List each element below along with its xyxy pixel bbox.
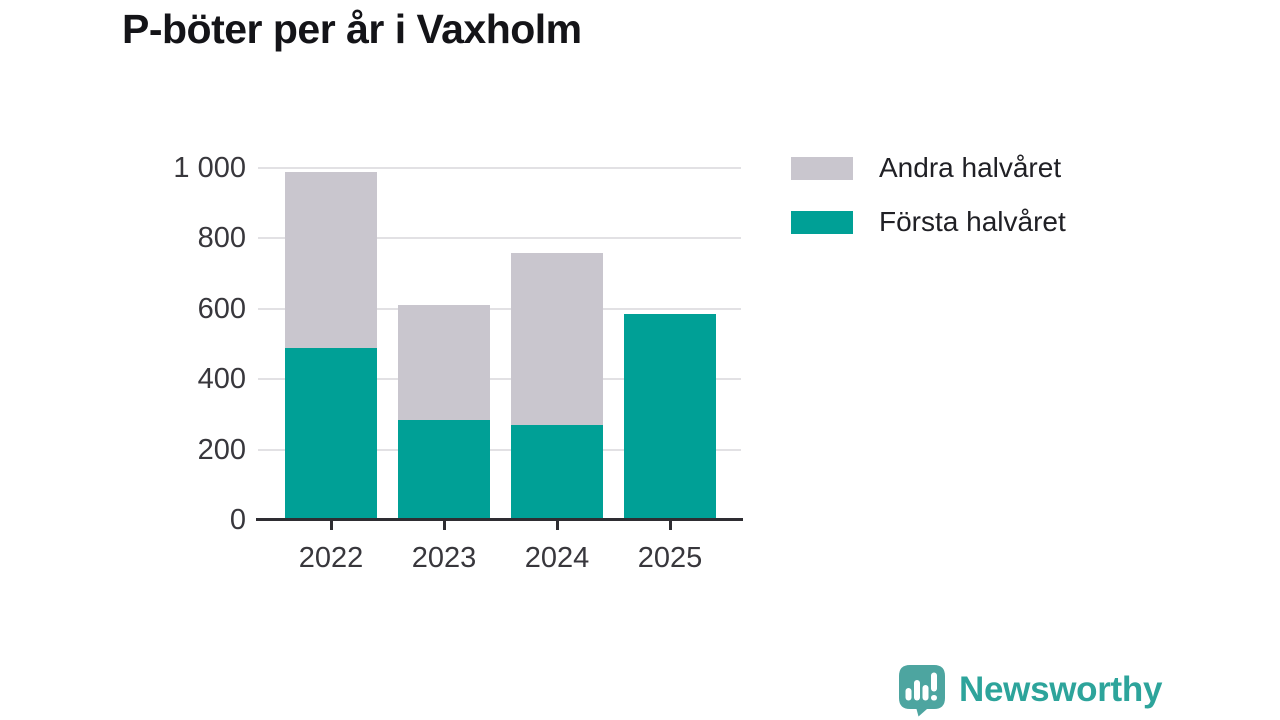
bar-2025-f-rsta-halv-ret <box>624 314 716 520</box>
bar-2024-andra-halv-ret <box>511 252 603 425</box>
newsworthy-logo-icon <box>899 665 945 717</box>
x-axis-line <box>256 518 743 521</box>
legend-item-forsta-halvaret: Första halvåret <box>791 206 1066 238</box>
legend-label-forsta-halvaret: Första halvåret <box>879 206 1066 237</box>
newsworthy-wordmark: Newsworthy <box>959 670 1163 709</box>
bar-2022-andra-halv-ret <box>285 171 377 348</box>
y-tick-label-1000: 1 000 <box>173 152 246 184</box>
y-tick-label-800: 800 <box>197 222 246 255</box>
y-tick-label-0: 0 <box>229 504 246 536</box>
x-tick-2022 <box>329 521 333 530</box>
gridline-800 <box>258 237 741 240</box>
x-tick-label-2024: 2024 <box>524 542 590 574</box>
legend-swatch-andra-halvaret <box>791 156 853 180</box>
legend-swatch-forsta-halvaret <box>791 210 853 234</box>
bar-2023-f-rsta-halv-ret <box>398 419 490 520</box>
x-tick-2025 <box>668 521 672 530</box>
bar-2022-f-rsta-halv-ret <box>285 347 377 520</box>
x-tick-2024 <box>555 521 559 530</box>
newsworthy-logo: Newsworthy <box>897 663 1162 717</box>
legend-item-andra-halvaret: Andra halvåret <box>791 152 1066 184</box>
x-tick-label-2023: 2023 <box>411 542 477 574</box>
gridline-200 <box>258 448 741 451</box>
gridline-600 <box>258 307 741 310</box>
bar-2024-f-rsta-halv-ret <box>511 424 603 520</box>
gridline-400 <box>258 378 741 381</box>
plot-area <box>258 167 741 520</box>
legend-label-andra-halvaret: Andra halvåret <box>879 152 1062 183</box>
y-tick-label-200: 200 <box>197 433 246 466</box>
x-tick-label-2022: 2022 <box>298 542 364 574</box>
legend: Andra halvåret Första halvåret <box>791 152 1066 238</box>
chart-title: P-böter per år i Vaxholm <box>122 6 582 52</box>
y-tick-label-600: 600 <box>197 292 246 325</box>
x-tick-2023 <box>442 521 446 530</box>
bar-2023-andra-halv-ret <box>398 305 490 420</box>
gridline-1000 <box>258 167 741 169</box>
x-tick-label-2025: 2025 <box>637 542 703 574</box>
y-tick-label-400: 400 <box>197 363 246 396</box>
